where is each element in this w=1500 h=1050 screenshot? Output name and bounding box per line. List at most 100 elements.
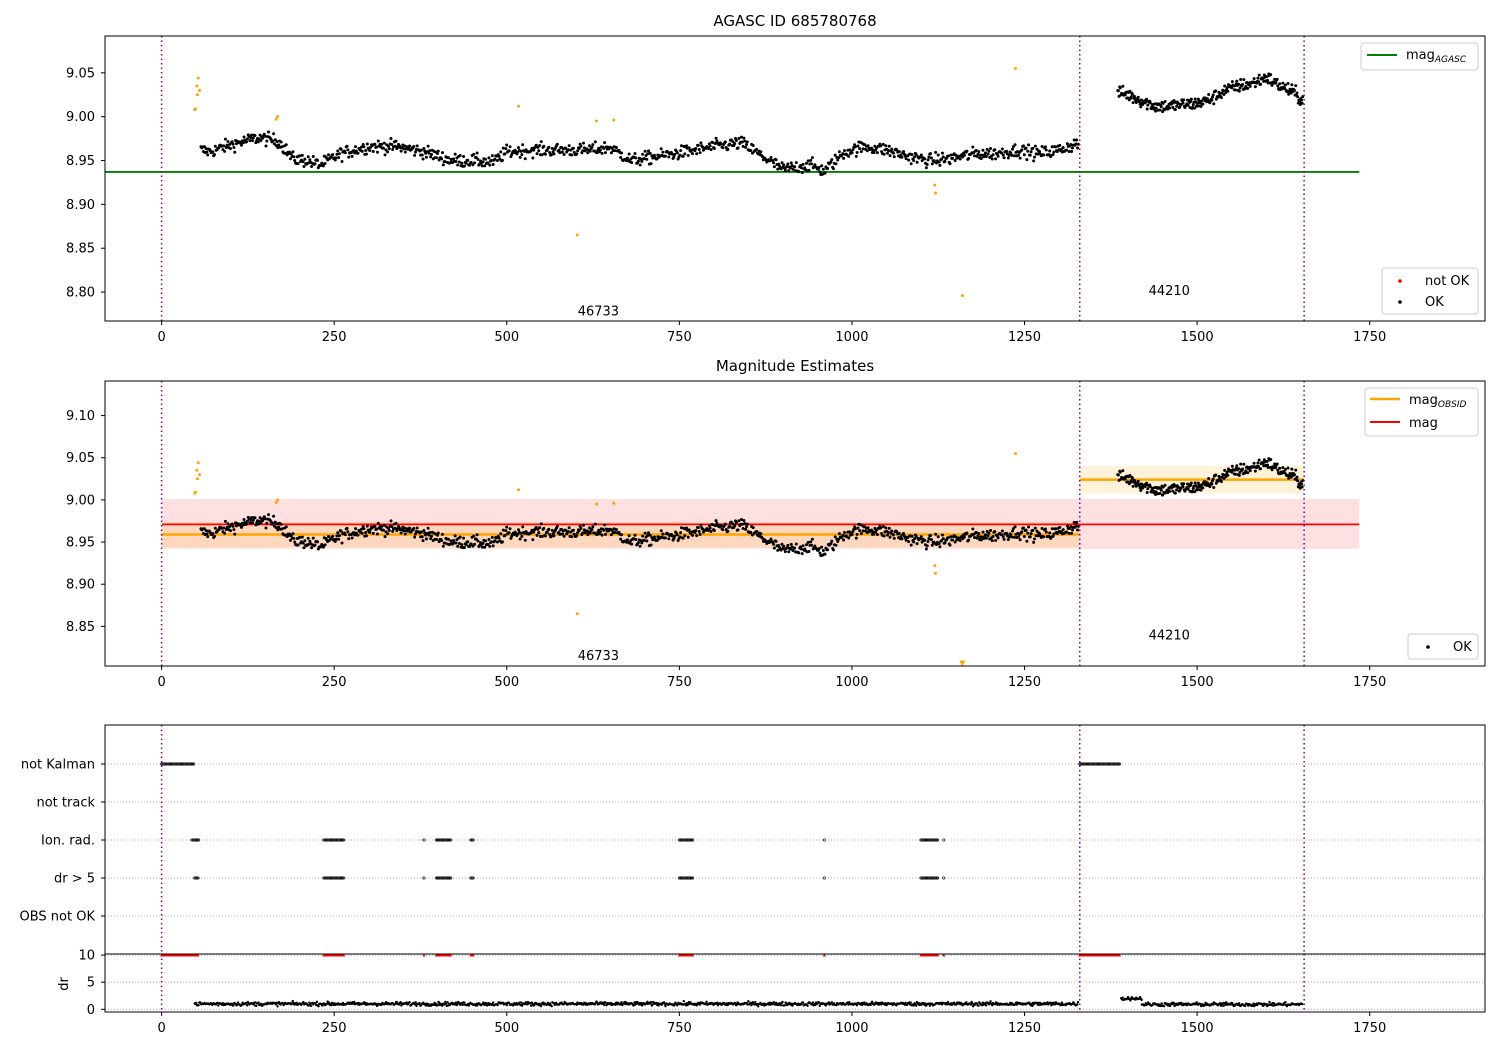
ok-point (953, 159, 957, 163)
ok-point (854, 154, 858, 158)
dr-point (775, 1001, 778, 1005)
ok-point (749, 148, 753, 152)
ok-point (239, 143, 243, 147)
ok-point (834, 162, 838, 166)
dr-point (463, 1001, 466, 1004)
ok-point (804, 543, 808, 547)
ok-point (539, 140, 543, 144)
ok-point (587, 144, 591, 148)
ok-point (1244, 469, 1248, 473)
ok-point (360, 149, 364, 153)
ok-point (454, 541, 458, 545)
ok-point (820, 164, 824, 168)
ok-point (421, 157, 425, 161)
ok-point (360, 531, 364, 535)
ok-point (231, 524, 235, 528)
ok-point (1026, 149, 1030, 153)
ok-point (389, 519, 393, 523)
ok-point (940, 533, 944, 537)
ok-point (516, 150, 520, 154)
ok-point (1052, 150, 1056, 154)
ok-point (861, 529, 865, 533)
ok-point (275, 522, 279, 526)
ok-point (772, 546, 776, 550)
ok-point (912, 159, 916, 163)
ok-point (505, 143, 509, 147)
ok-point (914, 534, 918, 538)
ok-point (313, 543, 317, 547)
y-tick-label: 8.80 (66, 286, 95, 301)
ok-point (1031, 146, 1035, 150)
ok-point (1118, 86, 1122, 90)
dr-point (662, 1001, 666, 1004)
ok-point (728, 142, 732, 146)
ok-point (462, 545, 466, 549)
ok-point (493, 157, 497, 161)
ok-point (913, 537, 917, 541)
ok-point (673, 153, 677, 157)
ok-point (1198, 101, 1202, 105)
not-ok-point (274, 117, 278, 121)
ok-point (979, 156, 983, 160)
ok-point (473, 161, 477, 165)
ok-point (782, 544, 786, 548)
dr-point (747, 1000, 750, 1003)
ok-point (500, 158, 504, 162)
ok-point (872, 150, 876, 154)
flag-point (422, 876, 426, 880)
ok-point (866, 526, 870, 530)
ok-point (429, 155, 433, 159)
ok-point (345, 526, 349, 530)
ok-point (685, 144, 689, 148)
ok-point (535, 533, 539, 537)
dr-point (257, 1001, 260, 1004)
ok-point (1210, 482, 1214, 486)
ok-point (263, 134, 267, 138)
ok-point (782, 163, 786, 167)
ok-point (1252, 77, 1256, 81)
ok-point (335, 152, 339, 156)
ok-point (288, 538, 292, 542)
ok-point (886, 533, 890, 537)
ok-point (487, 156, 491, 160)
ok-point (443, 541, 447, 545)
ok-point (572, 150, 576, 154)
ok-point (1011, 529, 1015, 533)
magnitude-legend-bottom: OK (1407, 633, 1479, 660)
ok-point (690, 152, 694, 156)
ok-point (383, 153, 387, 157)
dr-point (1243, 1004, 1247, 1008)
ok-point (958, 157, 962, 161)
ok-point (1148, 101, 1152, 105)
ok-point (519, 531, 523, 535)
ok-point (288, 157, 292, 161)
ok-point (469, 160, 473, 164)
ok-point (345, 144, 349, 148)
dr-point (965, 1001, 968, 1004)
ok-point (457, 541, 461, 545)
ok-point (647, 149, 651, 153)
ok-point (520, 153, 524, 157)
ok-point (892, 536, 896, 540)
flag-point (1118, 762, 1122, 766)
ok-point (810, 162, 814, 166)
ok-point (786, 543, 790, 547)
ok-point (910, 153, 914, 157)
ok-point (1138, 100, 1142, 104)
ok-point (678, 153, 682, 157)
ok-point (531, 538, 535, 542)
ok-point (420, 153, 424, 157)
flag-row-label: OBS not OK (20, 910, 96, 925)
flag-point (822, 838, 826, 842)
agasc-legend-top: magAGASC (1360, 42, 1479, 71)
ok-point (1186, 103, 1190, 107)
ok-point (706, 146, 710, 150)
ok-point (645, 539, 649, 543)
ok-point (453, 534, 457, 538)
ok-point (1200, 99, 1204, 103)
agasc-axes-frame (104, 35, 1486, 322)
agasc-legend-bottom: not OK OK (1381, 267, 1479, 315)
ok-point (577, 146, 581, 150)
ok-point (337, 152, 341, 156)
